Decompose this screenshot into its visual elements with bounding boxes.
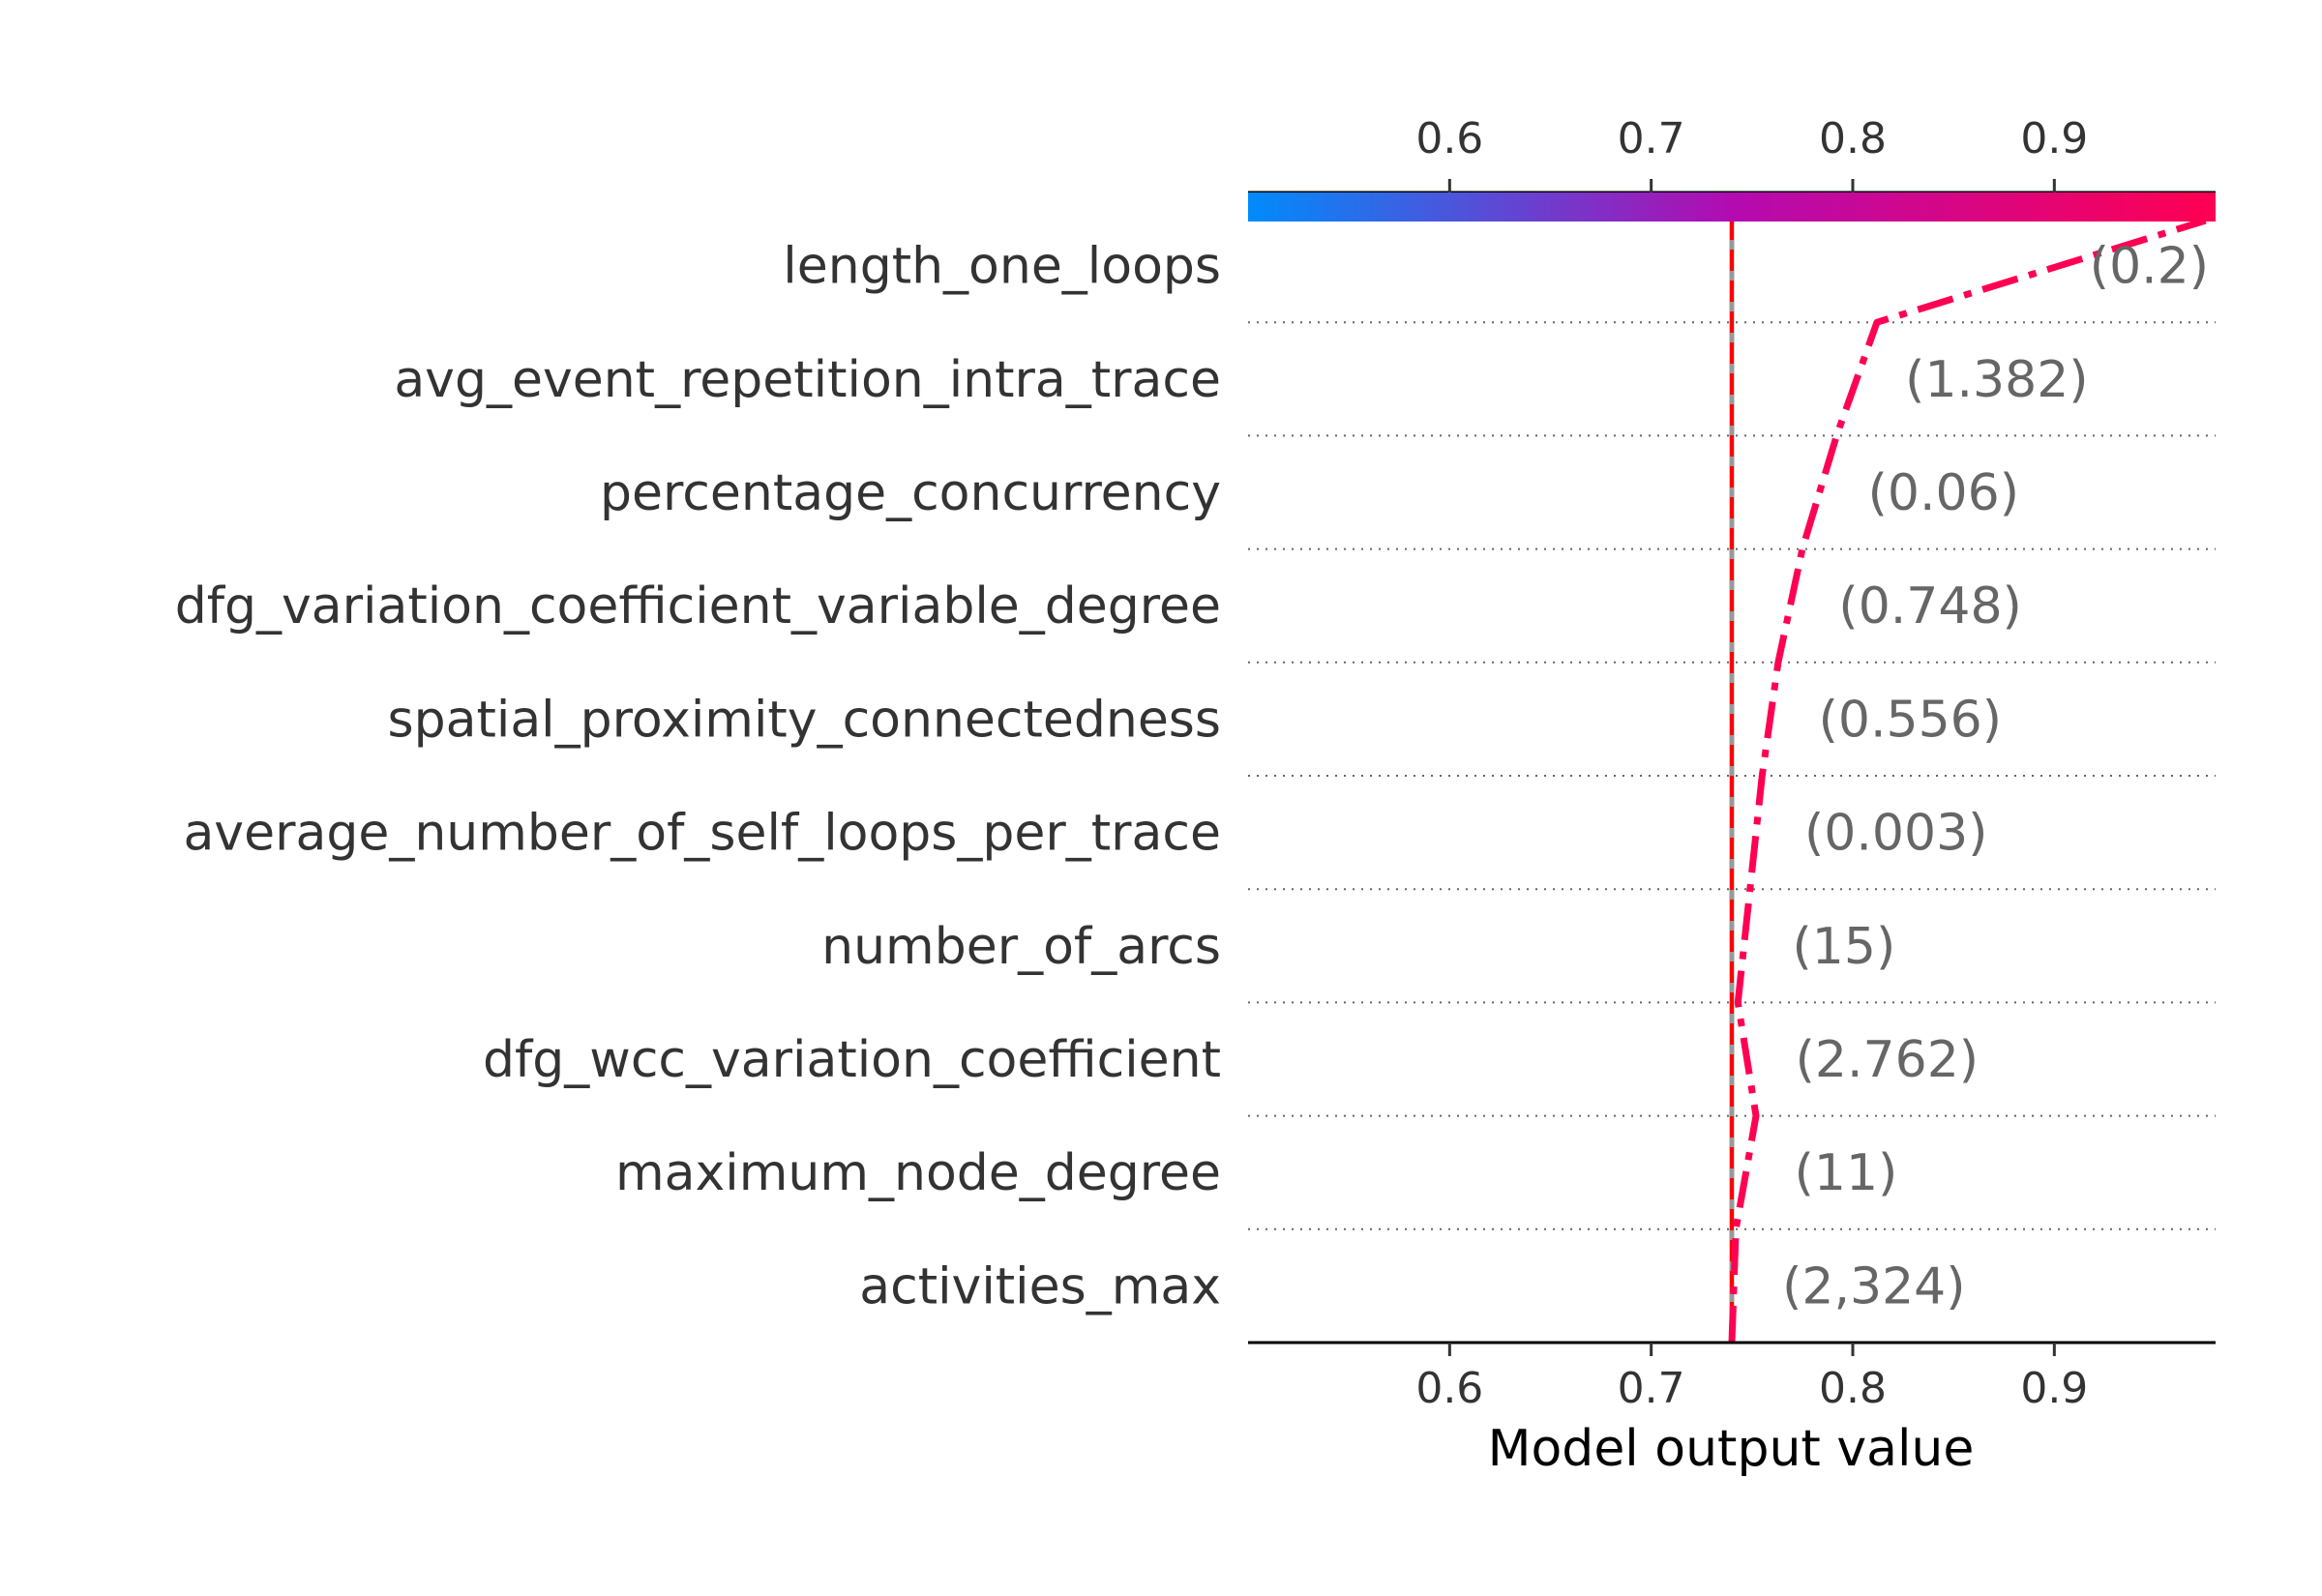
top-tick-label: 0.9	[2020, 114, 2088, 163]
x-tick-label: 0.8	[1819, 1364, 1887, 1413]
colorbar	[1248, 192, 2216, 222]
x-tick-label: 0.6	[1415, 1364, 1483, 1413]
feature-label: spatial_proximity_connectedness	[388, 691, 1221, 749]
feature-value-label: (2.762)	[1796, 1031, 1979, 1089]
feature-value-label: (0.556)	[1819, 691, 2002, 749]
feature-value-label: (2,324)	[1782, 1257, 1965, 1315]
feature-value-label: (0.06)	[1868, 464, 2019, 522]
feature-label: number_of_arcs	[821, 918, 1221, 976]
feature-value-label: (1.382)	[1905, 351, 2088, 409]
x-tick-label: 0.9	[2020, 1364, 2088, 1413]
feature-value-label: (15)	[1793, 918, 1896, 976]
feature-label: average_number_of_self_loops_per_trace	[183, 805, 1221, 863]
top-tick-label: 0.6	[1415, 114, 1483, 163]
feature-value-label: (0.003)	[1804, 805, 1987, 863]
feature-value-label: (11)	[1795, 1144, 1898, 1202]
x-tick-label: 0.7	[1618, 1364, 1685, 1413]
top-tick-label: 0.7	[1618, 114, 1685, 163]
feature-label: avg_event_repetition_intra_trace	[394, 351, 1221, 409]
top-tick-label: 0.8	[1819, 114, 1887, 163]
feature-label: dfg_variation_coefficient_variable_degre…	[175, 577, 1221, 635]
feature-value-label: (0.748)	[1838, 577, 2021, 635]
x-axis-title: Model output value	[1488, 1420, 1975, 1478]
feature-label: maximum_node_degree	[615, 1144, 1221, 1202]
feature-label: length_one_loops	[783, 238, 1221, 296]
feature-label: percentage_concurrency	[600, 464, 1221, 522]
feature-label: activities_max	[859, 1257, 1221, 1315]
feature-label: dfg_wcc_variation_coefficient	[483, 1031, 1221, 1089]
decision-path-line	[1728, 217, 2207, 1344]
feature-value-label: (0.2)	[2090, 238, 2209, 296]
